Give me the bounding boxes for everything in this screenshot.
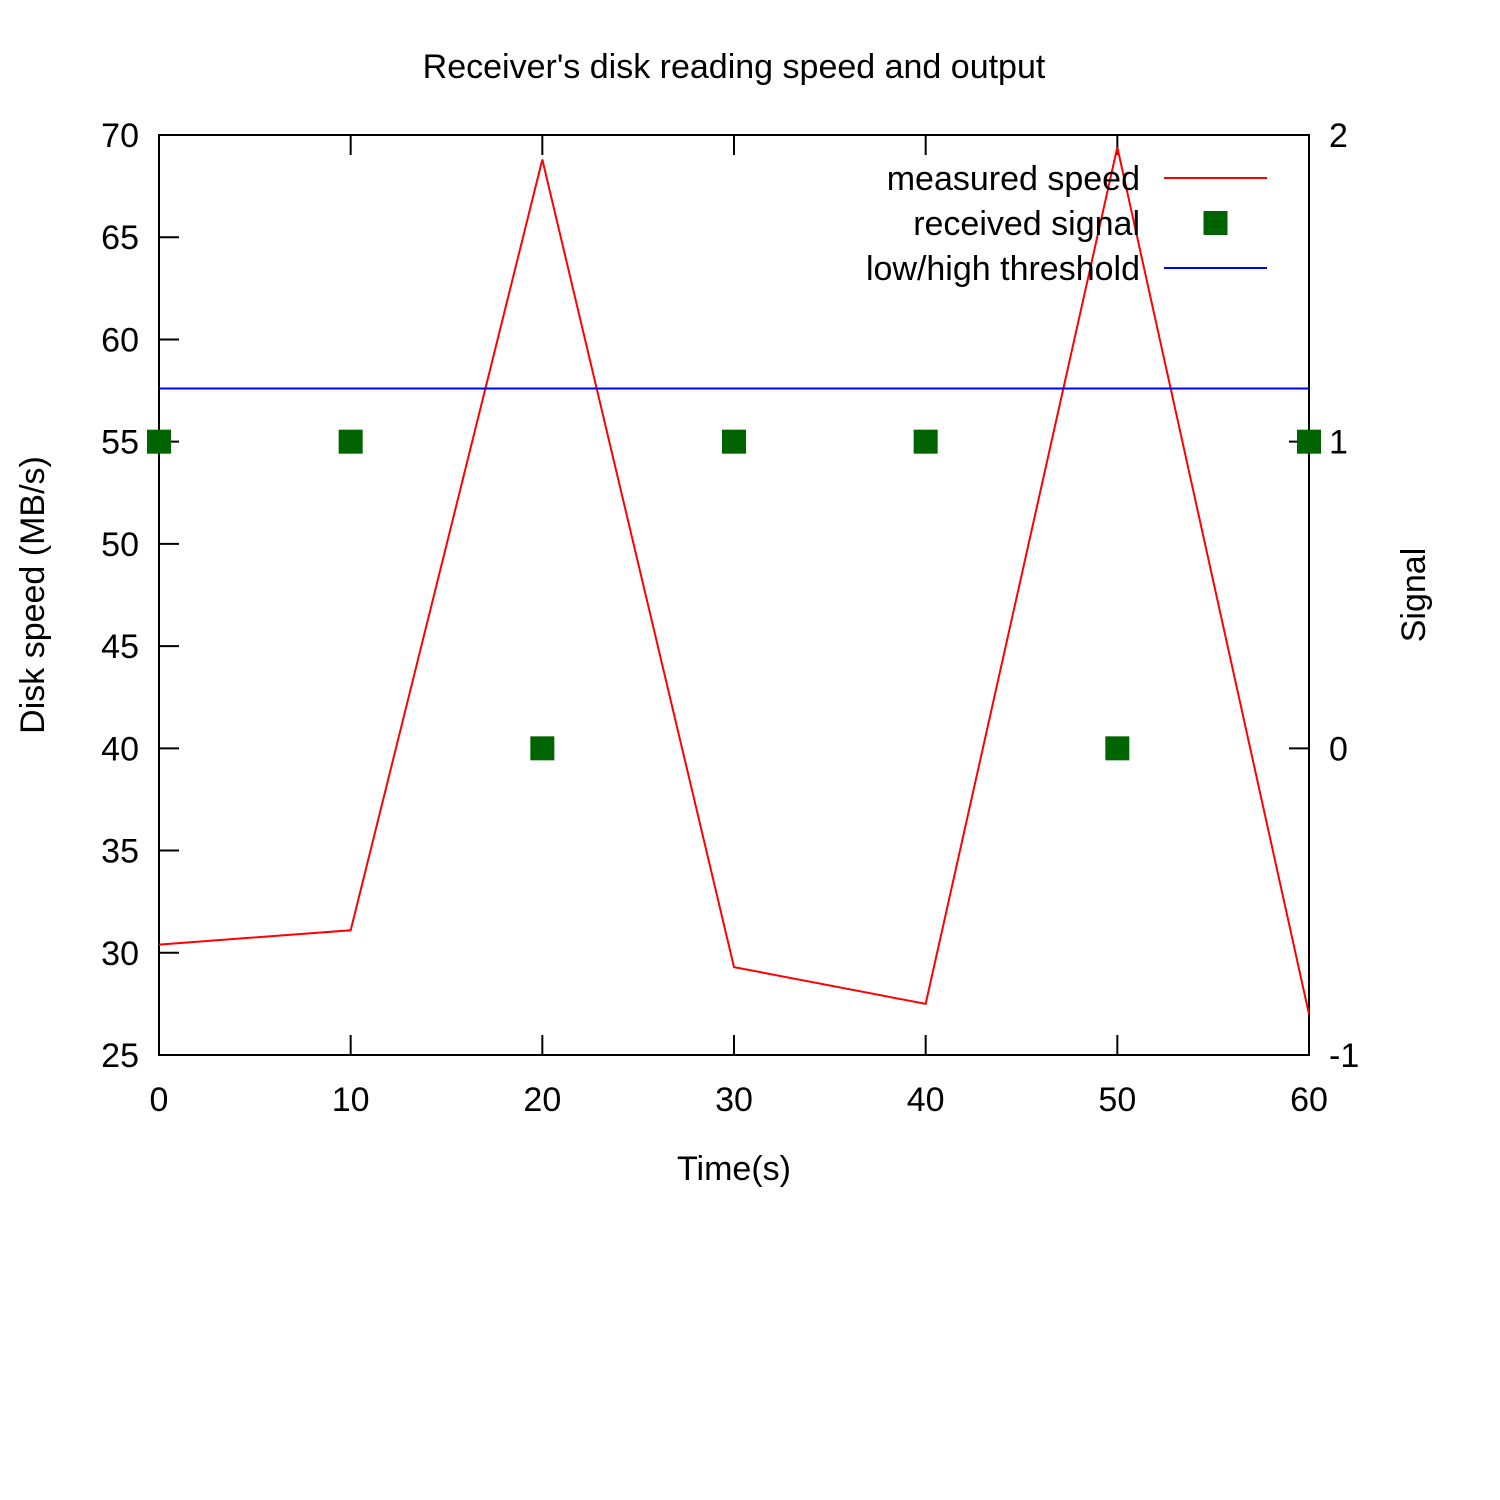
- y-tick-label: 60: [101, 321, 139, 359]
- y-tick-label: 30: [101, 935, 139, 973]
- y-tick-label: 55: [101, 424, 139, 462]
- y-tick-label: 70: [101, 117, 139, 155]
- plot-area: 0 10 20 30 40 50 60 25 30 35 40 45 50 55 60 65 70 -1 0 1 2: [101, 117, 1359, 1119]
- legend-label: measured speed: [887, 160, 1140, 198]
- y2-tick-label: 2: [1329, 117, 1348, 155]
- y-axis-title: Disk speed (MB/s): [14, 456, 52, 734]
- legend: measured speed received signal low/high th…: [866, 160, 1267, 288]
- received-signal-point: [338, 429, 363, 454]
- y2-tick-label: 1: [1329, 424, 1348, 462]
- y-tick-label: 40: [101, 730, 139, 768]
- y-tick-label: 35: [101, 833, 139, 871]
- y-tick-label: 65: [101, 219, 139, 257]
- y2-tick-label: -1: [1329, 1037, 1359, 1075]
- legend-label: received signal: [913, 205, 1140, 243]
- y2-axis-title: Signal: [1395, 548, 1433, 643]
- series-layer: [147, 147, 1321, 1015]
- x-axis-title: Time(s): [677, 1150, 791, 1188]
- y2-tick-label: 0: [1329, 730, 1348, 768]
- x-tick-label: 30: [715, 1081, 753, 1119]
- x-tick-label: 50: [1098, 1081, 1136, 1119]
- received-signal-point: [1105, 736, 1130, 761]
- x-tick-label: 60: [1290, 1081, 1328, 1119]
- received-signal-point: [1297, 429, 1321, 454]
- legend-label: low/high threshold: [866, 250, 1140, 288]
- received-signal-point: [147, 429, 171, 454]
- x-tick-label: 0: [150, 1081, 169, 1119]
- y-tick-label: 50: [101, 526, 139, 564]
- x-tick-label: 20: [523, 1081, 561, 1119]
- chart-title: Receiver's disk reading speed and output: [423, 48, 1046, 86]
- x-tick-label: 40: [907, 1081, 945, 1119]
- legend-swatch-received-signal: [1203, 211, 1228, 235]
- y-tick-label: 25: [101, 1037, 139, 1075]
- received-signal-point: [530, 736, 555, 761]
- received-signal-point: [722, 429, 746, 454]
- y-tick-label: 45: [101, 628, 139, 666]
- received-signal-point: [913, 429, 938, 454]
- ticks-layer: 0 10 20 30 40 50 60 25 30 35 40 45 50 55 60 65 70 -1 0 1 2: [101, 117, 1359, 1119]
- x-tick-label: 10: [332, 1081, 370, 1119]
- measured-speed-line: [158, 147, 1310, 1015]
